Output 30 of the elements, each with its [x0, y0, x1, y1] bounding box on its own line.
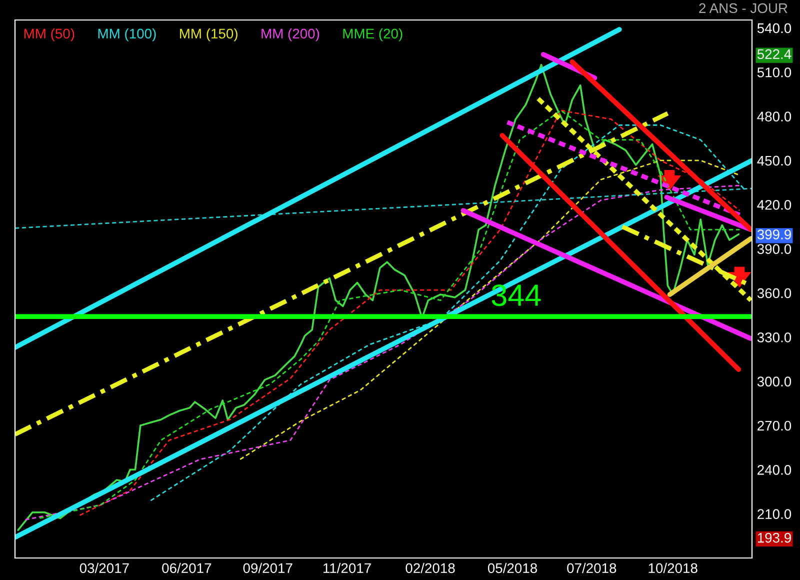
text: MME (20) — [343, 28, 402, 42]
x-tick-label: 10/2018 — [648, 562, 698, 574]
text: MM (150) — [180, 28, 238, 42]
y-tick-label: 510.0 — [757, 67, 792, 78]
ref-line-label: 344 — [492, 284, 541, 306]
y-tick-label: 360.0 — [757, 288, 792, 298]
y-tick-label: 193.9 — [758, 532, 791, 543]
x-tick-label: 09/2017 — [243, 562, 292, 574]
y-tick-label: 480.0 — [757, 112, 792, 122]
y-tick-label: 399.9 — [757, 230, 791, 240]
y-tick-label: 540.0 — [757, 23, 792, 34]
text: MM (50) — [24, 28, 74, 42]
y-tick-label: 240.0 — [758, 464, 792, 475]
y-tick-label: 390.0 — [757, 244, 792, 254]
chart-subtitle: 2 ANS - JOUR — [699, 3, 788, 14]
text: MM (100) — [98, 28, 156, 42]
y-tick-label: 420.0 — [757, 200, 792, 210]
x-tick-label: 03/2017 — [80, 562, 129, 574]
x-tick-label: 11/2017 — [323, 562, 371, 574]
y-tick-label: 210.0 — [758, 509, 792, 519]
y-tick-label: 270.0 — [758, 420, 792, 431]
x-tick-label: 07/2018 — [567, 562, 616, 574]
x-tick-label: 05/2018 — [488, 562, 537, 574]
x-tick-label: 06/2017 — [162, 562, 212, 574]
y-tick-label: 450.0 — [757, 156, 792, 166]
y-tick-label: 300.0 — [757, 376, 792, 386]
y-tick-label: 330.0 — [757, 332, 792, 342]
x-tick-label: 02/2018 — [406, 562, 455, 574]
text: MM (200) — [262, 28, 320, 42]
y-tick-label: 522.4 — [757, 49, 792, 60]
